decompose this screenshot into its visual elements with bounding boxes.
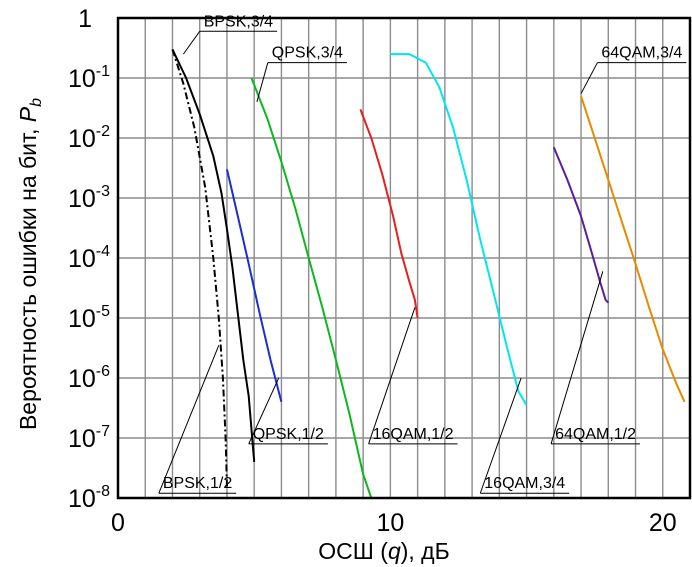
series-line-64qam-1-2 bbox=[552, 146, 610, 304]
grid bbox=[118, 18, 690, 498]
series-line-64qam-3-4 bbox=[580, 95, 686, 403]
y-tick-label: 10-5 bbox=[68, 303, 110, 333]
x-tick-label: 10 bbox=[376, 509, 404, 537]
plot-frame bbox=[116, 16, 692, 500]
series-label-leader bbox=[368, 307, 416, 444]
series-label: BPSK,1/2 bbox=[163, 475, 232, 492]
x-axis-title-var: q bbox=[388, 538, 401, 564]
series-label: BPSK,3/4 bbox=[204, 13, 273, 30]
y-tick-label: 10-2 bbox=[68, 123, 110, 153]
y-tick-label: 10-4 bbox=[68, 243, 110, 273]
y-tick-label: 10-8 bbox=[68, 483, 110, 513]
series-curves bbox=[171, 48, 686, 499]
y-axis-title-var: P bbox=[15, 106, 41, 122]
series-label-leader bbox=[256, 62, 269, 103]
x-axis-title-prefix: ОСШ ( bbox=[318, 538, 388, 564]
series-line-16qam-3-4 bbox=[390, 53, 528, 406]
series-line-qpsk-3-4 bbox=[250, 77, 373, 499]
series-label-leader bbox=[479, 377, 522, 494]
y-axis-title-text: Вероятность ошибки на бит, bbox=[15, 122, 41, 430]
series-label: 16QAM,3/4 bbox=[484, 475, 565, 492]
series-label: QPSK,3/4 bbox=[272, 45, 343, 62]
series-label-leader bbox=[550, 271, 604, 444]
x-axis-title-suffix: ), дБ bbox=[401, 538, 450, 564]
y-tick-label: 1 bbox=[78, 5, 92, 33]
series-label-leader bbox=[182, 31, 201, 55]
y-tick-label: 10-3 bbox=[68, 183, 110, 213]
x-axis-title: ОСШ (q), дБ bbox=[318, 538, 449, 564]
y-tick-label: 10-7 bbox=[68, 423, 110, 453]
series-label: QPSK,1/2 bbox=[253, 426, 324, 443]
series-label: 64QAM,3/4 bbox=[601, 45, 682, 62]
series-line-qpsk-1-2 bbox=[226, 169, 283, 403]
series-line-bpsk-1-2 bbox=[171, 49, 228, 488]
series-line-bpsk-3-4 bbox=[171, 48, 256, 462]
x-tick-label: 0 bbox=[111, 509, 125, 537]
y-axis-title-sub: b bbox=[28, 98, 45, 107]
y-axis-title: Вероятность ошибки на бит, Pb bbox=[15, 98, 45, 430]
series-label-leader bbox=[580, 62, 598, 94]
series-label-leader bbox=[158, 345, 220, 494]
series-label: 64QAM,1/2 bbox=[555, 426, 636, 443]
tick-labels: 0 10 20 1 10-1 10-2 10-3 10-4 10-5 10-6 10-7 10-8 bbox=[68, 5, 677, 537]
y-tick-label: 10-6 bbox=[68, 363, 110, 393]
x-tick-label: 20 bbox=[649, 509, 677, 537]
y-tick-label: 10-1 bbox=[68, 63, 110, 93]
series-label: 16QAM,1/2 bbox=[373, 426, 454, 443]
series-line-16qam-1-2 bbox=[359, 109, 419, 319]
series-label-leader bbox=[248, 377, 280, 445]
series-labels: BPSK,3/4 QPSK,3/4 64QAM,3/4 BPSK,1/2 QPSK,1/… bbox=[158, 13, 687, 494]
